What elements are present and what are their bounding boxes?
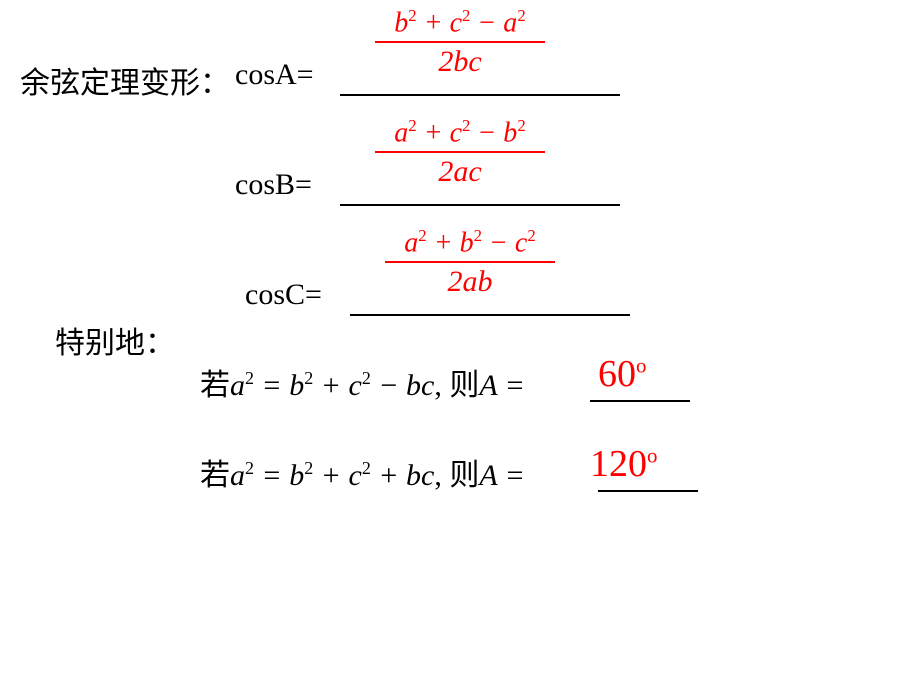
special-case-1: 若a2 = b2 + c2 − bc, 则A =: [200, 360, 525, 404]
case1-prefix: 若: [200, 369, 230, 402]
case2-var: A =: [479, 459, 525, 492]
cosA-label: cosA=: [235, 58, 314, 92]
case2-answer: 120o: [590, 442, 657, 486]
cosA-blank: [340, 94, 620, 96]
cosA-bar: [375, 41, 545, 43]
cosC-denominator: 2ab: [385, 265, 555, 299]
case1-mid: , 则: [434, 369, 479, 402]
cosB-fraction: a2 + c2 − b2 2ac: [375, 116, 545, 189]
case2-equation: a2 = b2 + c2 + bc: [230, 459, 434, 492]
case1-answer: 60o: [598, 352, 646, 396]
case1-blank: [590, 400, 690, 402]
cosC-numerator: a2 + b2 − c2: [385, 226, 555, 259]
special-case-2: 若a2 = b2 + c2 + bc, 则A =: [200, 450, 525, 494]
cosB-bar: [375, 151, 545, 153]
slide-content: 余弦定理变形： cosA= b2 + c2 − a2 2bc cosB= a2 …: [0, 0, 920, 690]
cosA-fraction: b2 + c2 − a2 2bc: [375, 6, 545, 79]
cosA-numerator: b2 + c2 − a2: [375, 6, 545, 39]
cosB-blank: [340, 204, 620, 206]
cosB-numerator: a2 + c2 − b2: [375, 116, 545, 149]
case2-prefix: 若: [200, 459, 230, 492]
case2-blank: [598, 490, 698, 492]
cosC-fraction: a2 + b2 − c2 2ab: [385, 226, 555, 299]
case1-var: A =: [479, 369, 525, 402]
cosC-label: cosC=: [245, 278, 322, 312]
title-text: 余弦定理变形：: [20, 58, 230, 102]
case1-equation: a2 = b2 + c2 − bc: [230, 369, 434, 402]
special-label: 特别地：: [55, 318, 175, 362]
cosC-blank: [350, 314, 630, 316]
case2-mid: , 则: [434, 459, 479, 492]
cosA-denominator: 2bc: [375, 45, 545, 79]
cosB-label: cosB=: [235, 168, 312, 202]
cosC-bar: [385, 261, 555, 263]
cosB-denominator: 2ac: [375, 155, 545, 189]
